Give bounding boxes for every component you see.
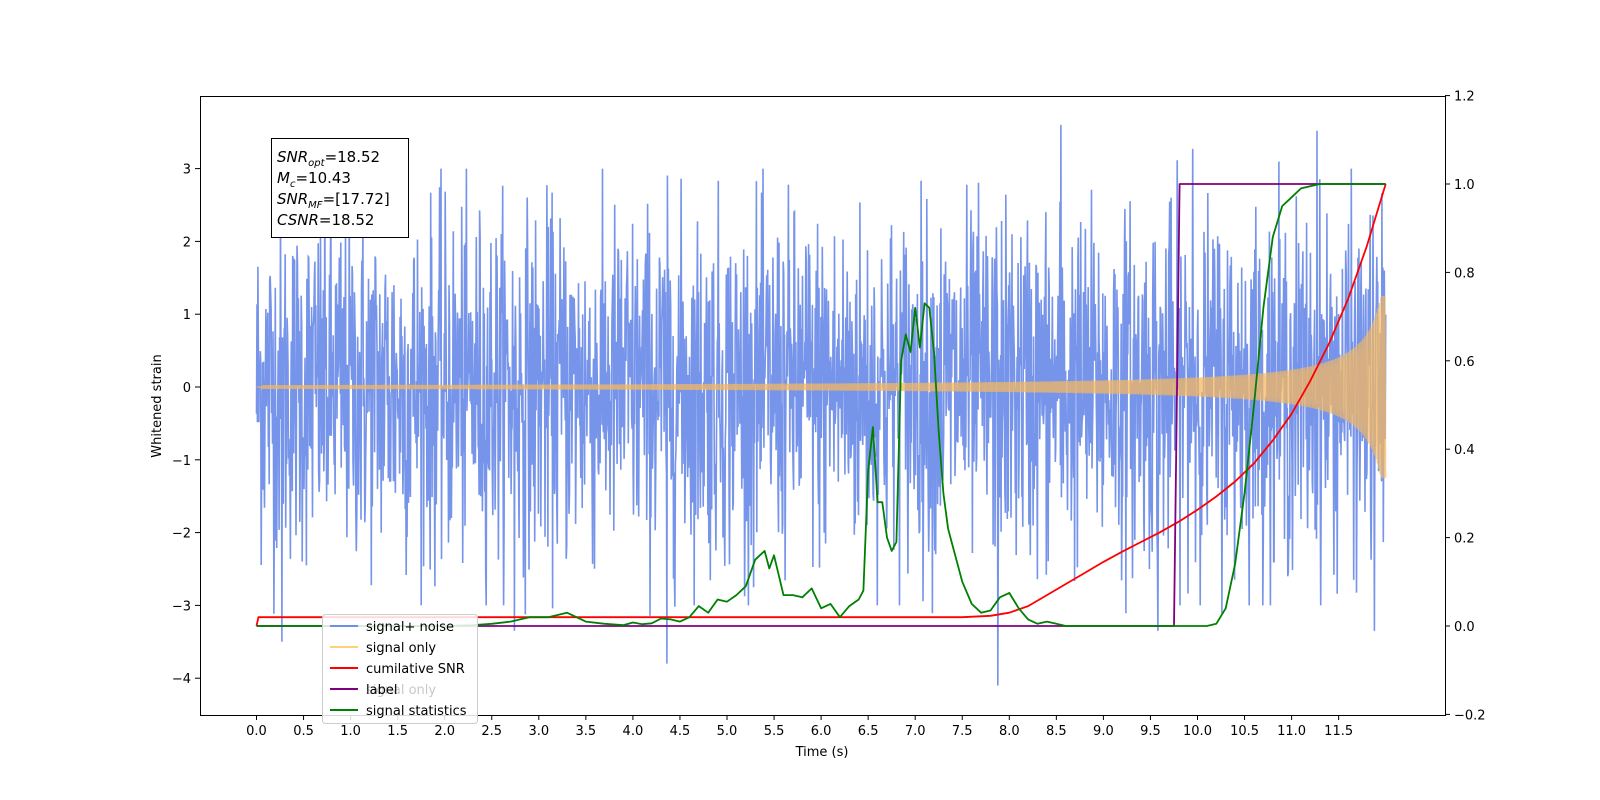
y2-tick-label: 0.4 [1454,443,1475,458]
y-tick-label: −1 [172,454,191,469]
series-line-signal-statistics [256,183,1386,627]
legend-label: signal+ noise [366,620,454,635]
series-line-signal-noise [255,124,1387,686]
legend-label: cumilative SNR [366,662,465,677]
legend-label: signal only [366,641,436,656]
legend-entry: signal+ noise [330,620,454,635]
legend-frame [322,614,478,724]
y-tick-label: −4 [172,672,191,687]
series-line-label [256,183,1386,627]
series-line-signal-only [256,295,1387,479]
x-tick-label: 5.0 [717,724,738,739]
x-tick-label: 4.0 [623,724,644,739]
x-tick-label: 8.0 [999,724,1020,739]
annotation-line: Mc=10.43 [277,169,351,190]
x-tick-label: 11.0 [1277,724,1306,739]
legend-entry: signal statistics [330,704,467,719]
y-tick-label: 0 [183,381,191,396]
annotation-line: SNRopt=18.52 [277,148,380,169]
x-tick-label: 1.5 [387,724,408,739]
y2-tick-label: 0.2 [1454,532,1475,547]
y2-tick-label: 1.0 [1454,178,1475,193]
y-axis-label: Whitened strain [150,354,165,457]
y-tick-label: −3 [172,599,191,614]
y2-tick-label: 0.6 [1454,355,1475,370]
legend-label: label [366,683,397,698]
y-axis-right: 1.2 1.0 0.8 0.6 0.4 0.2 0.0 −0.2 [1445,90,1486,723]
x-axis: 0.0 0.5 1.0 1.5 2.0 2.5 3.0 3.5 4.0 4.5 5.0 5.5 6.0 6… [246,715,1353,739]
x-tick-label: 6.5 [858,724,879,739]
y2-tick-label: 0.8 [1454,266,1475,281]
x-tick-label: 3.5 [576,724,597,739]
x-tick-label: 3.0 [528,724,549,739]
x-tick-label: 10.5 [1230,724,1259,739]
legend-label: signal statistics [366,704,467,719]
x-tick-label: 4.5 [670,724,691,739]
legend-ghost-label: signal only [366,683,436,698]
x-tick-label: 2.0 [434,724,455,739]
x-tick-label: 6.0 [811,724,832,739]
x-tick-label: 1.0 [340,724,361,739]
x-tick-label: 8.5 [1046,724,1067,739]
y-tick-label: 2 [183,235,191,250]
snr-annotation-box: SNRopt=18.52Mc=10.43SNRMF=[17.72]CSNR=18… [271,138,409,238]
x-tick-label: 7.0 [905,724,926,739]
y-tick-label: 1 [183,308,191,323]
legend-entry: cumilative SNR [330,662,465,677]
x-tick-label: 0.5 [293,724,314,739]
x-tick-label: 10.0 [1183,724,1212,739]
x-tick-label: 5.5 [764,724,785,739]
x-tick-label: 2.5 [481,724,502,739]
x-axis-label: Time (s) [795,745,849,760]
series-layer [255,124,1387,686]
annotation-frame [271,138,409,238]
legend-entry: signal only [330,641,436,656]
x-tick-label: 0.0 [246,724,267,739]
y2-tick-label: 1.2 [1454,90,1475,105]
y-axis-left: 3 2 1 0 −1 −2 −3 −4 [172,163,200,687]
legend: signal+ noise signal only cumilative SNR si… [322,614,478,724]
x-tick-label: 9.5 [1140,724,1161,739]
annotation-line: SNRMF=[17.72] [277,190,390,211]
x-tick-label: 9.0 [1093,724,1114,739]
y2-tick-label: 0.0 [1454,620,1475,635]
plot-frame [200,96,1446,716]
series-line-cumilative-snr [255,183,1387,627]
y2-tick-label: −0.2 [1454,708,1486,723]
x-tick-label: 11.5 [1324,724,1353,739]
y-tick-label: 3 [183,163,191,178]
y-tick-label: −2 [172,527,191,542]
x-tick-label: 7.5 [952,724,973,739]
annotation-line: CSNR=18.52 [277,211,374,229]
